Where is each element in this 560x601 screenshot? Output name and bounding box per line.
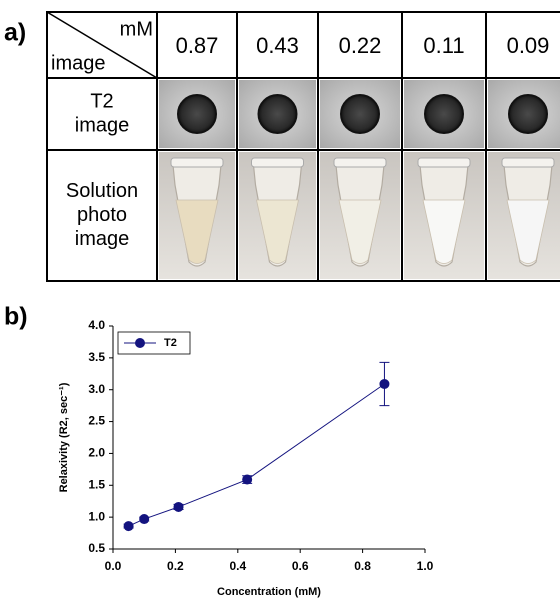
corner-label: image bbox=[51, 52, 105, 74]
y-tick-label: 1.0 bbox=[88, 509, 105, 523]
column-header: 0.09 bbox=[507, 33, 550, 58]
y-tick-label: 2.5 bbox=[88, 414, 105, 428]
column-header: 0.11 bbox=[423, 33, 464, 58]
tube-cap bbox=[417, 157, 471, 168]
row-label: photo bbox=[77, 204, 127, 226]
tube-liquid bbox=[338, 199, 382, 264]
column-header: 0.43 bbox=[256, 33, 299, 58]
column-header: 0.22 bbox=[339, 33, 382, 58]
column-header: 0.87 bbox=[176, 33, 219, 58]
y-axis-label: Relaxivity (R2, sec⁻¹) bbox=[58, 382, 70, 492]
y-tick-label: 3.0 bbox=[88, 382, 105, 396]
y-tick-label: 4.0 bbox=[88, 318, 105, 332]
x-tick-label: 0.2 bbox=[167, 559, 184, 573]
t2-spot bbox=[177, 94, 217, 134]
row-label: T2 bbox=[90, 90, 113, 112]
x-axis-label: Concentration (mM) bbox=[217, 586, 321, 598]
t2-spot bbox=[257, 94, 298, 134]
data-point bbox=[173, 501, 184, 512]
row-label: Solution bbox=[66, 180, 138, 202]
row-label: image bbox=[75, 114, 129, 136]
tube-liquid bbox=[422, 199, 466, 264]
tube-liquid bbox=[175, 199, 219, 264]
row-label: image bbox=[75, 228, 129, 250]
tube-cap bbox=[501, 157, 555, 168]
tube-cap bbox=[170, 157, 224, 168]
x-tick-label: 1.0 bbox=[417, 559, 434, 573]
y-tick-label: 2.0 bbox=[88, 446, 105, 460]
chart: 0.5 1.0 1.5 2.0 2.5 3.0 3.5 4.0 0.0 0.2 0.4 0.6 0.8 1… bbox=[58, 318, 434, 598]
y-tick-label: 1.5 bbox=[88, 477, 105, 491]
panel-label: a) bbox=[4, 19, 26, 47]
t2-spot bbox=[424, 94, 464, 134]
corner-label: mM bbox=[120, 18, 153, 40]
table-border bbox=[46, 11, 560, 282]
diagonal bbox=[46, 11, 158, 79]
y-tick-label: 0.5 bbox=[88, 541, 105, 555]
tube-cap bbox=[333, 157, 387, 168]
data-point bbox=[379, 378, 390, 389]
x-tick-label: 0.0 bbox=[105, 559, 122, 573]
tube-liquid bbox=[506, 199, 550, 264]
x-tick-label: 0.6 bbox=[292, 559, 309, 573]
data-point bbox=[139, 514, 150, 525]
t2-spot bbox=[340, 94, 380, 134]
t2-spot bbox=[508, 94, 548, 134]
y-tick-label: 3.5 bbox=[88, 350, 105, 364]
x-tick-label: 0.4 bbox=[229, 559, 246, 573]
x-tick-label: 0.8 bbox=[354, 559, 371, 573]
legend-label: T2 bbox=[164, 337, 177, 349]
tube-cap bbox=[251, 157, 304, 168]
data-point bbox=[123, 521, 134, 532]
data-point bbox=[242, 474, 253, 485]
legend-marker bbox=[135, 338, 145, 348]
panel-label: b) bbox=[4, 303, 28, 331]
tube-liquid bbox=[256, 199, 299, 264]
series-line bbox=[128, 383, 385, 527]
